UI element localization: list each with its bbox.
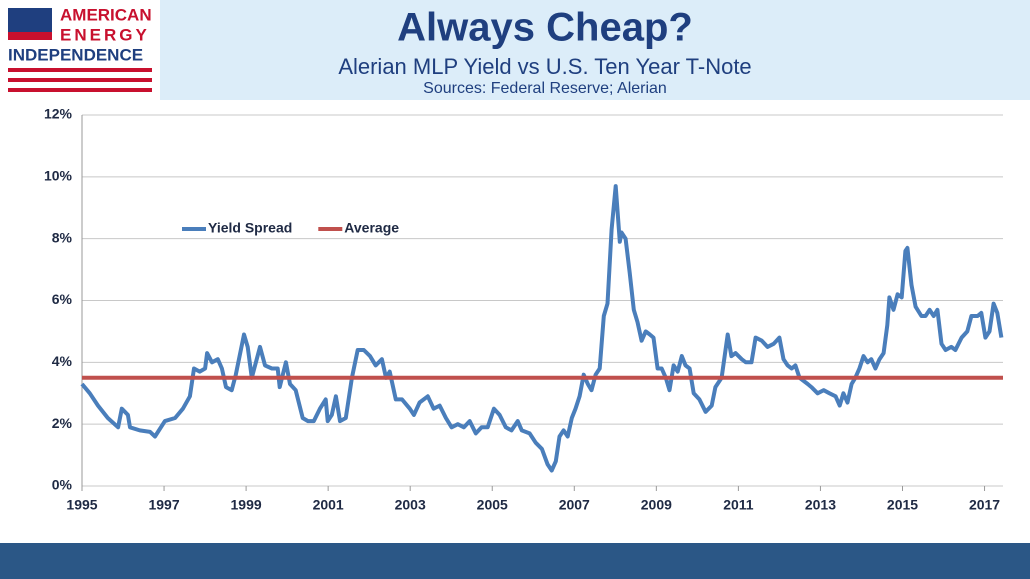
y-tick-label: 4%	[52, 353, 73, 369]
legend-label: Average	[344, 220, 399, 236]
logo: AMERICAN ENERGY INDEPENDENCE	[8, 5, 152, 92]
y-tick-label: 2%	[52, 415, 73, 431]
x-tick-label: 1999	[231, 497, 262, 513]
chart-source: Sources: Federal Reserve; Alerian	[423, 80, 667, 97]
y-tick-label: 6%	[52, 291, 73, 307]
x-tick-label: 2011	[723, 497, 754, 513]
x-tick-label: 2009	[641, 497, 672, 513]
x-tick-label: 1995	[66, 497, 97, 513]
chart-title: Always Cheap?	[397, 6, 693, 50]
logo-text: INDEPENDENCE	[8, 45, 143, 64]
footer-band	[0, 543, 1030, 579]
x-tick-label: 1997	[148, 497, 179, 513]
x-tick-label: 2001	[313, 497, 344, 513]
x-tick-label: 2013	[805, 497, 836, 513]
logo-stripe	[8, 88, 152, 92]
logo-text: ENERGY	[60, 25, 150, 44]
logo-stripe	[8, 68, 152, 72]
y-tick-label: 10%	[44, 168, 73, 184]
header-band	[160, 0, 1030, 100]
data-line	[80, 184, 1004, 473]
x-tick-label: 2007	[559, 497, 590, 513]
x-tick-label: 2003	[395, 497, 426, 513]
logo-stripe	[8, 78, 152, 82]
x-tick-label: 2015	[887, 497, 918, 513]
y-tick-label: 12%	[44, 106, 73, 122]
y-tick-label: 8%	[52, 229, 73, 245]
y-tick-label: 0%	[52, 477, 73, 493]
legend-label: Yield Spread	[208, 220, 292, 236]
x-tick-label: 2005	[477, 497, 508, 513]
x-tick-label: 2017	[969, 497, 1000, 513]
logo-text: AMERICAN	[60, 5, 152, 24]
flag-canton	[8, 8, 52, 32]
chart-subtitle: Alerian MLP Yield vs U.S. Ten Year T-Not…	[338, 54, 751, 79]
